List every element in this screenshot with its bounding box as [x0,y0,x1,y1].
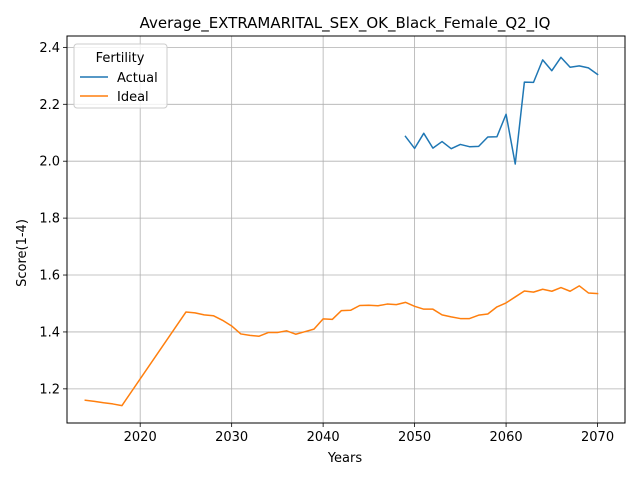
x-tick-label: 2030 [215,430,248,445]
y-tick-label: 1.4 [39,325,60,340]
legend-label-ideal: Ideal [117,90,149,105]
chart-title: Average_EXTRAMARITAL_SEX_OK_Black_Female… [140,14,551,33]
x-axis: 2020 2030 2040 2050 2060 2070 [124,423,614,445]
y-tick-label: 1.2 [39,382,60,397]
y-axis-label: Score(1-4) [15,219,30,287]
y-tick-label: 2.4 [39,41,60,56]
plot-frame [66,35,626,424]
x-tick-label: 2070 [581,430,614,445]
legend: Fertility Actual Ideal [73,43,168,109]
x-tick-label: 2060 [490,430,523,445]
x-tick-label: 2050 [398,430,431,445]
plot-area [84,56,599,407]
legend-box [73,43,168,109]
x-axis-label: Years [327,451,363,466]
x-tick-label: 2020 [124,430,157,445]
y-tick-label: 1.6 [39,269,60,284]
series-line-actual [404,56,599,165]
y-tick-label: 1.8 [39,212,60,227]
y-tick-label: 2.0 [39,155,60,170]
legend-label-actual: Actual [117,71,158,86]
x-tick-label: 2040 [307,430,340,445]
series-line-ideal [84,285,599,407]
legend-title: Fertility [96,51,145,66]
y-axis: 1.2 1.4 1.6 1.8 2.0 2.2 2.4 [39,41,67,397]
y-tick-label: 2.2 [39,98,60,113]
